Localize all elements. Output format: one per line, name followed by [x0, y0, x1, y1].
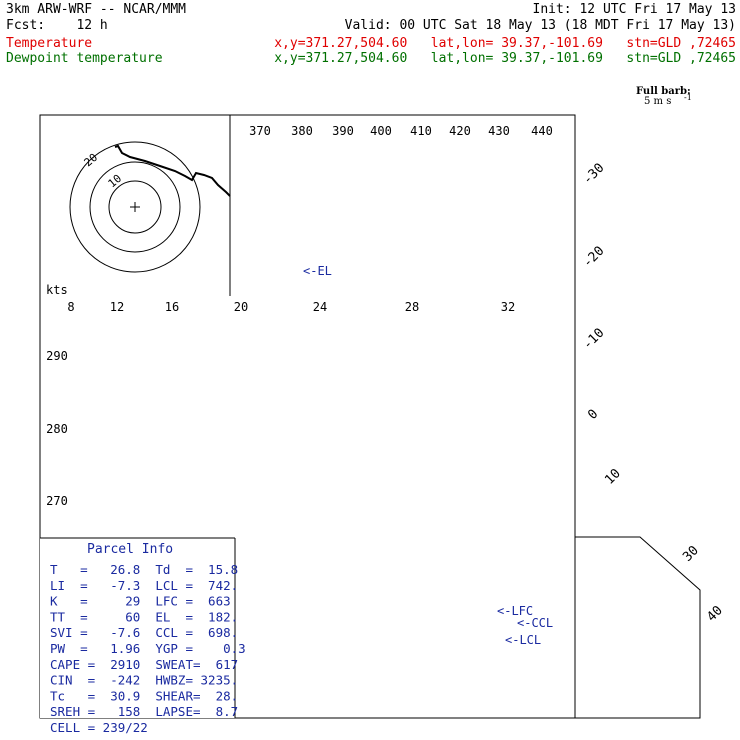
parcel-info-row: Tc = 30.9 SHEAR= 28.	[50, 688, 238, 703]
barb-legend-value: 5 m s	[644, 96, 671, 107]
parcel-info-box	[40, 538, 235, 718]
theta-label: 440	[531, 124, 553, 138]
hodograph-ring-label: 10	[106, 172, 125, 190]
barb-legend-exponent: -1	[684, 93, 692, 102]
theta-label: 370	[249, 124, 271, 138]
lfc-annotation: <-LFC	[497, 604, 533, 618]
model-title: 3km ARW-WRF -- NCAR/MMM	[6, 2, 187, 17]
hodograph-speed-label: 12	[110, 300, 124, 314]
parcel-info-row: T = 26.8 Td = 15.8	[50, 562, 238, 577]
theta-label: 390	[332, 124, 354, 138]
hodograph-speed-label: 20	[234, 300, 248, 314]
hodograph-ring	[69, 141, 201, 273]
parcel-info-row: PW = 1.96 YGP = 0.3	[50, 641, 246, 656]
theta-label: 270	[46, 494, 68, 508]
dewpoint-location: x,y=371.27,504.60 lat,lon= 39.37,-101.69…	[274, 51, 736, 66]
parcel-info-row: SVI = -7.6 CCL = 698.	[50, 625, 238, 640]
parcel-info-row: CELL = 239/22	[50, 720, 148, 735]
parcel-info-title: Parcel Info	[87, 542, 173, 557]
temperature-legend-label: Temperature	[6, 36, 93, 51]
isotherm-label: 30	[680, 543, 702, 565]
hodograph-speed-label: 8	[67, 300, 74, 314]
hodograph-speed-label: 32	[501, 300, 515, 314]
hodograph-speed-unit: kts	[46, 283, 68, 297]
dewpoint-legend-label: Dewpoint temperature	[6, 51, 163, 66]
hodograph-trace	[114, 144, 231, 197]
hodograph-ring	[89, 161, 181, 253]
lcl-annotation: <-LCL	[505, 633, 541, 647]
parcel-info-row: K = 29 LFC = 663	[50, 594, 231, 609]
theta-label: 420	[449, 124, 471, 138]
hodograph-speed-label: 16	[165, 300, 179, 314]
theta-label: 290	[46, 349, 68, 363]
plot-frame	[39, 114, 576, 719]
theta-label: 430	[488, 124, 510, 138]
parcel-info-row: CAPE = 2910 SWEAT= 617	[50, 657, 238, 672]
theta-label: 410	[410, 124, 432, 138]
theta-label: 400	[370, 124, 392, 138]
isotherm-label: 40	[704, 603, 726, 625]
isotherm-label: -10	[580, 326, 607, 353]
extension-frame	[575, 536, 701, 719]
isotherm-label: -20	[580, 244, 607, 271]
forecast-hour: Fcst: 12 h	[6, 18, 108, 33]
parcel-info-row: SREH = 158 LAPSE= 8.7	[50, 704, 238, 719]
temperature-location: x,y=371.27,504.60 lat,lon= 39.37,-101.69…	[274, 36, 736, 51]
hodograph-speed-label: 24	[313, 300, 327, 314]
isotherm-label: -30	[580, 161, 607, 188]
isotherm-label: 10	[602, 466, 624, 488]
isotherm-label: 0	[585, 407, 601, 423]
barb-legend-title: Full barb:	[636, 86, 691, 97]
init-time: Init: 12 UTC Fri 17 May 13	[532, 2, 737, 17]
el-annotation: <-EL	[303, 264, 332, 278]
hodograph-ring	[108, 180, 162, 234]
parcel-info-row: CIN = -242 HWBZ= 3235.	[50, 673, 238, 688]
ccl-annotation: <-CCL	[517, 616, 553, 630]
theta-label: 380	[291, 124, 313, 138]
theta-label: 280	[46, 422, 68, 436]
hodograph-speed-label: 28	[405, 300, 419, 314]
parcel-info-row: LI = -7.3 LCL = 742.	[50, 578, 238, 593]
parcel-info-row: TT = 60 EL = 182.	[50, 609, 238, 624]
valid-time: Valid: 00 UTC Sat 18 May 13 (18 MDT Fri …	[344, 18, 736, 33]
